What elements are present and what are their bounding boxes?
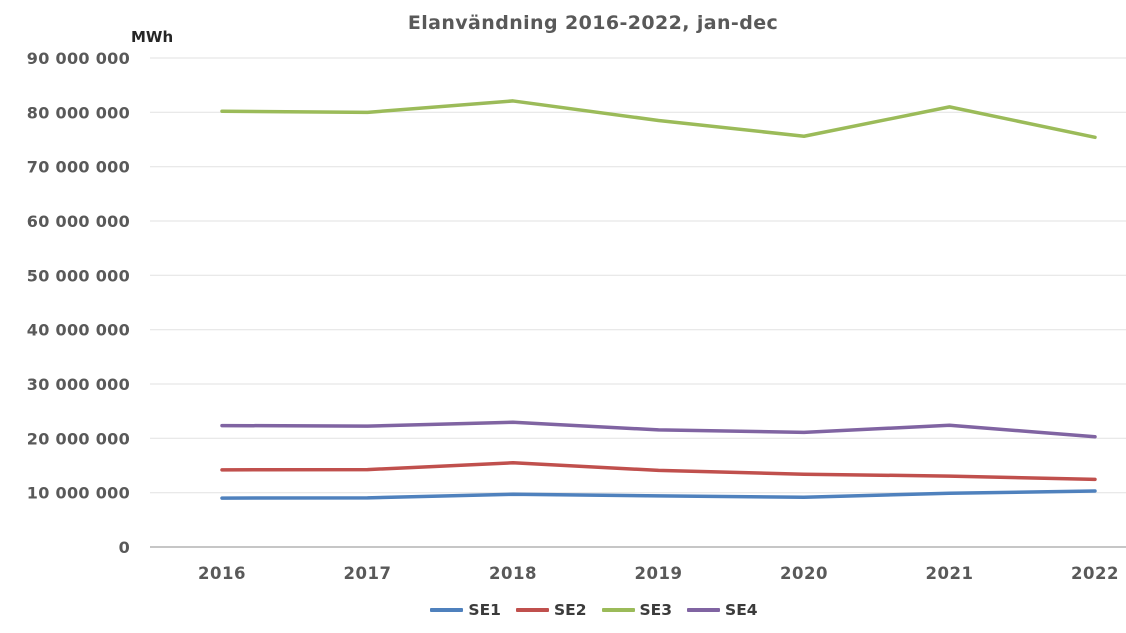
legend-swatch-se4 bbox=[687, 608, 721, 612]
series-line-se4 bbox=[220, 420, 1097, 439]
legend-label: SE2 bbox=[553, 601, 587, 619]
legend-item-se4: SE4 bbox=[687, 601, 758, 619]
legend-label: SE3 bbox=[639, 601, 673, 619]
x-tick-label: 2019 bbox=[635, 564, 683, 583]
legend-label: SE1 bbox=[468, 601, 501, 619]
y-tick-label: 10 000 000 bbox=[27, 484, 130, 503]
y-axis-tick-labels: 0 10 000 000 20 000 000 30 000 000 40 000 00… bbox=[27, 49, 130, 557]
x-tick-label: 2022 bbox=[1071, 564, 1119, 583]
legend-swatch-se2 bbox=[515, 608, 549, 612]
y-axis-unit-label: MWh bbox=[131, 28, 173, 46]
legend-swatch-se1 bbox=[430, 608, 464, 612]
x-tick-label: 2020 bbox=[780, 564, 828, 583]
legend-item-se3: SE3 bbox=[601, 601, 673, 619]
y-tick-label: 60 000 000 bbox=[27, 212, 130, 231]
y-tick-label: 20 000 000 bbox=[27, 429, 130, 448]
y-tick-label: 30 000 000 bbox=[27, 375, 130, 394]
y-tick-label: 90 000 000 bbox=[27, 49, 130, 68]
y-tick-label: 70 000 000 bbox=[27, 158, 130, 177]
legend-item-se2: SE2 bbox=[515, 601, 587, 619]
x-axis-tick-labels: 2016 2017 2018 2019 2020 2021 2022 bbox=[198, 564, 1119, 583]
series-line-se1 bbox=[220, 489, 1097, 500]
chart-legend: SE1 SE2 SE3 SE4 bbox=[62, 601, 1126, 619]
x-tick-label: 2017 bbox=[344, 564, 392, 583]
x-tick-label: 2016 bbox=[198, 564, 246, 583]
legend-label: SE4 bbox=[725, 601, 758, 619]
series-line-se2 bbox=[220, 461, 1097, 482]
y-tick-label: 80 000 000 bbox=[27, 103, 130, 122]
chart-title: Elanvändning 2016-2022, jan-dec bbox=[408, 12, 778, 34]
legend-swatch-se3 bbox=[601, 608, 635, 612]
series-line-se3 bbox=[220, 99, 1097, 140]
gridlines-group bbox=[150, 57, 1126, 548]
y-tick-label: 50 000 000 bbox=[27, 266, 130, 285]
x-tick-label: 2018 bbox=[489, 564, 537, 583]
legend-item-se1: SE1 bbox=[430, 601, 501, 619]
y-tick-label: 40 000 000 bbox=[27, 321, 130, 340]
x-tick-label: 2021 bbox=[926, 564, 974, 583]
y-tick-label: 0 bbox=[119, 538, 130, 557]
series-lines-group bbox=[220, 99, 1097, 500]
